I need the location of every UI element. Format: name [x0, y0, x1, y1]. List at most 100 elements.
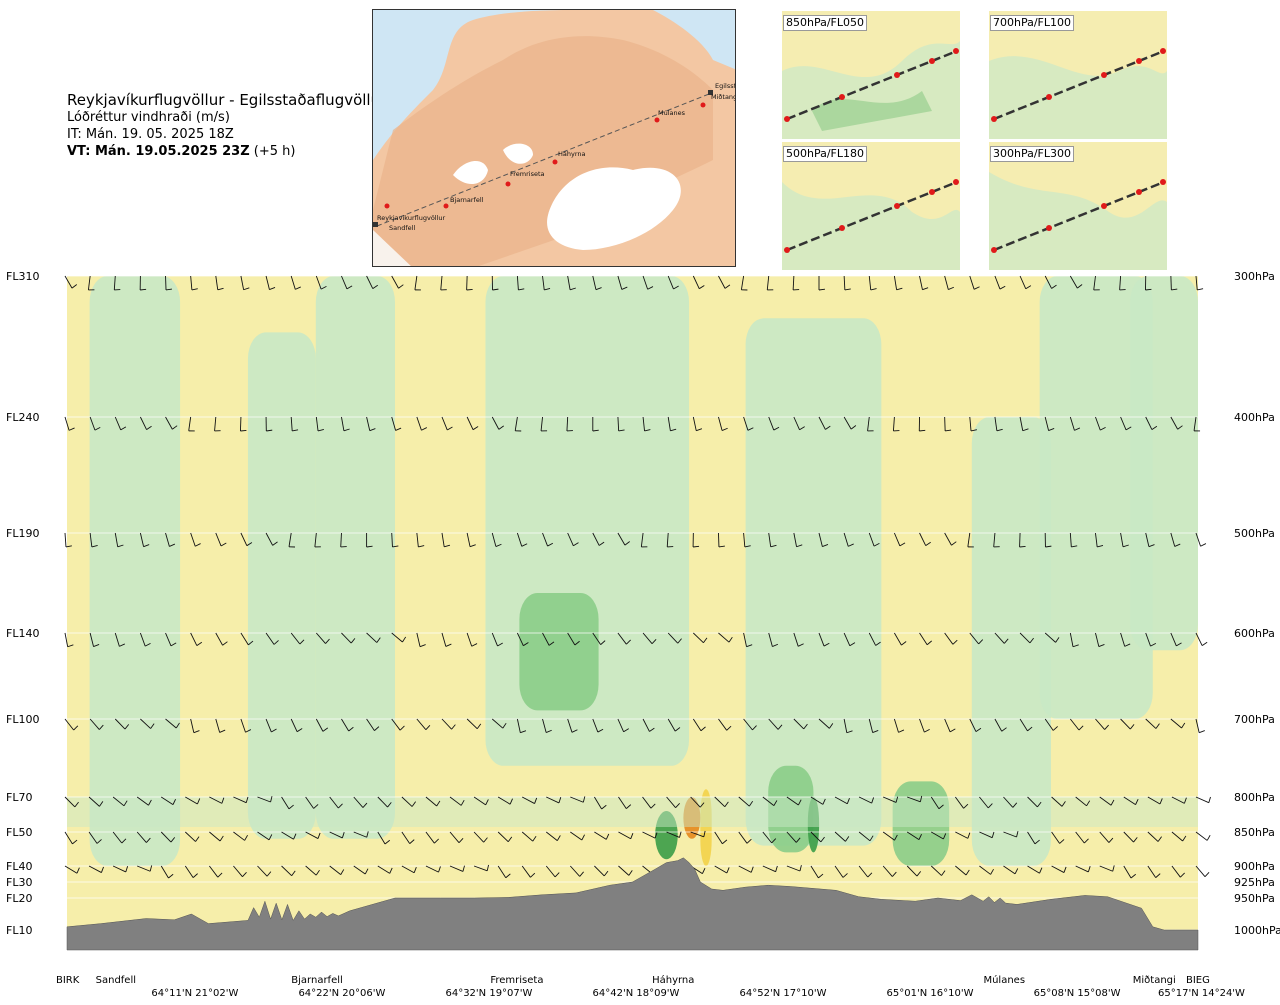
wind-barb [594, 831, 607, 840]
wind-barb [1195, 865, 1206, 878]
wind-barb-feather [146, 425, 152, 430]
map-label-hahyrna: Háhyrna [558, 150, 586, 158]
right-level-label: 700hPa [1234, 713, 1275, 726]
wind-barb [139, 532, 144, 547]
wind-barb-feather [338, 803, 343, 809]
wind-barb-feather [96, 839, 102, 844]
waypoint-label: Múlanes [983, 975, 1026, 986]
wind-barb-feather [825, 425, 831, 430]
wind-barb-feather [746, 838, 752, 844]
thumbnail-300hpa[interactable]: 300hPa/FL300 [989, 142, 1167, 270]
wind-barb-feather [626, 639, 631, 645]
wind-barb-feather [581, 834, 585, 841]
wind-barb [818, 632, 825, 647]
thumbnail-850hpa-svg [782, 11, 960, 139]
wind-barb-feather [547, 542, 554, 547]
wind-barb-feather [170, 642, 177, 647]
wind-barb [190, 275, 193, 290]
wind-barb-feather [1148, 544, 1155, 548]
wind-barb-feather [495, 543, 502, 547]
wind-barb [1095, 632, 1100, 647]
wind-barb-feather [924, 728, 930, 733]
wind-barb-feather [1083, 838, 1089, 844]
wind-barb-feather [922, 287, 929, 291]
wind-barb [114, 416, 122, 431]
map-label-fremriseta: Fremriseta [510, 170, 545, 178]
wind-barb-feather [795, 837, 801, 843]
wind-barb-feather [544, 287, 551, 291]
left-level-label: FL310 [6, 270, 39, 283]
wind-barb [190, 718, 195, 733]
wind-barb [341, 416, 345, 431]
wind-barb [161, 796, 174, 806]
wind-barb [184, 865, 194, 878]
left-level-label: FL40 [6, 860, 32, 873]
wind-barb [868, 275, 872, 290]
wind-barb [967, 532, 971, 547]
wind-barb [642, 632, 653, 645]
wind-barb [314, 532, 317, 547]
wind-barb [341, 718, 350, 732]
wind-barb [930, 796, 940, 809]
wind-barb-feather [221, 797, 225, 804]
wind-barb [88, 865, 102, 873]
right-level-label: 400hPa [1234, 411, 1275, 424]
wind-barb-feather [125, 866, 129, 873]
wind-barb-feather [1019, 545, 1026, 548]
left-level-label: FL70 [6, 791, 32, 804]
wind-barb-feather [1125, 426, 1132, 431]
wind-barb [1195, 275, 1198, 290]
wind-barb [233, 831, 245, 841]
right-level-label: 600hPa [1234, 627, 1275, 640]
wind-barb [114, 632, 120, 647]
left-level-label: FL240 [6, 411, 39, 424]
thumbnail-700hpa[interactable]: 700hPa/FL100 [989, 11, 1167, 139]
wind-barb-feather [873, 542, 880, 547]
wind-barb-feather [846, 798, 850, 804]
thumbnail-500hpa[interactable]: 500hPa/FL180 [782, 142, 960, 270]
wind-barb-feather [718, 545, 725, 548]
wind-barb-feather [67, 644, 74, 648]
wind-barb [440, 275, 443, 290]
valid-time: VT: Mán. 19.05.2025 23Z (+5 h) [67, 143, 386, 160]
wind-barb-feather [271, 728, 277, 733]
wind-barb [425, 796, 437, 807]
wind-barb [516, 718, 521, 733]
wind-barb-feather [245, 729, 252, 733]
wind-barb [1044, 632, 1056, 643]
wind-barb [401, 831, 411, 844]
wind-barb-feather [823, 642, 830, 647]
wind-barb [714, 865, 728, 874]
wind-barb [1051, 796, 1063, 807]
issue-time: IT: Mán. 19. 05. 2025 18Z [67, 127, 234, 142]
wind-barb [329, 796, 339, 809]
wind-barb-feather [340, 869, 345, 875]
wind-barb [994, 275, 1001, 290]
wind-barb [290, 416, 293, 431]
wind-barb-feather [398, 284, 404, 289]
wind-barb [919, 532, 927, 546]
wind-barb [190, 532, 196, 547]
wind-barb [786, 865, 801, 872]
wind-barb [906, 831, 920, 841]
wind-barb [692, 718, 702, 731]
wind-barb [566, 416, 569, 432]
wind-barb [930, 865, 942, 876]
wind-barb-feather [144, 642, 151, 647]
wind-barb [594, 796, 603, 810]
wind-barb-feather [938, 804, 944, 810]
wind-barb [738, 796, 750, 807]
wind-barb [240, 275, 245, 290]
wind-barb [762, 831, 773, 844]
wind-barb [64, 532, 67, 547]
wind-barb-feather [673, 285, 679, 290]
wind-barb-feather [701, 868, 706, 874]
wind-barb [793, 532, 797, 547]
wind-barb-feather [1061, 801, 1066, 807]
wind-barb [944, 632, 954, 645]
thumbnail-850hpa[interactable]: 850hPa/FL050 [782, 11, 960, 139]
wind-barb [667, 632, 679, 644]
wind-barb [894, 632, 902, 646]
wind-barb [1099, 796, 1112, 806]
wind-barb [305, 865, 317, 876]
